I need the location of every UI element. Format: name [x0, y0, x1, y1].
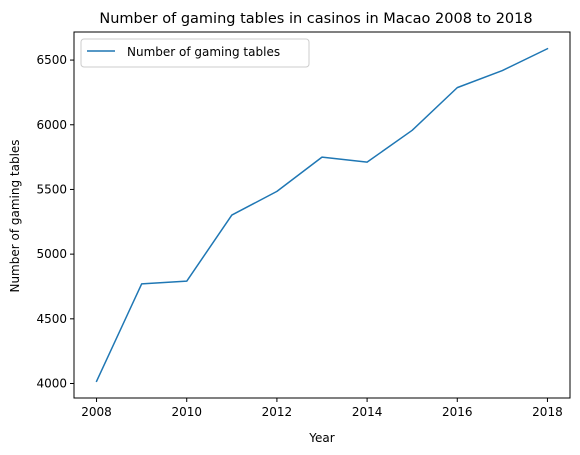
x-tick-label: 2016: [442, 405, 473, 419]
x-tick-label: 2008: [81, 405, 112, 419]
y-tick-label: 6500: [36, 53, 67, 67]
series-layer: [95, 47, 549, 383]
x-tick-label: 2014: [352, 405, 383, 419]
series-line: [95, 47, 549, 383]
x-tick-label: 2010: [171, 405, 202, 419]
x-tick-label: 2018: [532, 405, 563, 419]
x-tick-label: 2012: [262, 405, 293, 419]
y-tick-label: 4000: [36, 377, 67, 391]
y-tick-label: 6000: [36, 118, 67, 132]
y-axis-ticks: 4000 4500 5000 5500 6000 6500: [36, 53, 74, 391]
chart-title: Number of gaming tables in casinos in Ma…: [99, 11, 532, 27]
legend-label: Number of gaming tables: [127, 45, 280, 59]
y-tick-label: 5000: [36, 247, 67, 261]
y-tick-label: 4500: [36, 312, 67, 326]
x-axis-ticks: 2008 2010 2012 2014 2016 2018: [81, 398, 563, 419]
y-tick-label: 5500: [36, 182, 67, 196]
y-axis-label: Number of gaming tables: [8, 139, 22, 292]
legend: Number of gaming tables: [80, 38, 310, 68]
legend-box: [80, 38, 310, 68]
x-axis-label: Year: [308, 431, 334, 445]
plot-frame: [73, 31, 571, 399]
